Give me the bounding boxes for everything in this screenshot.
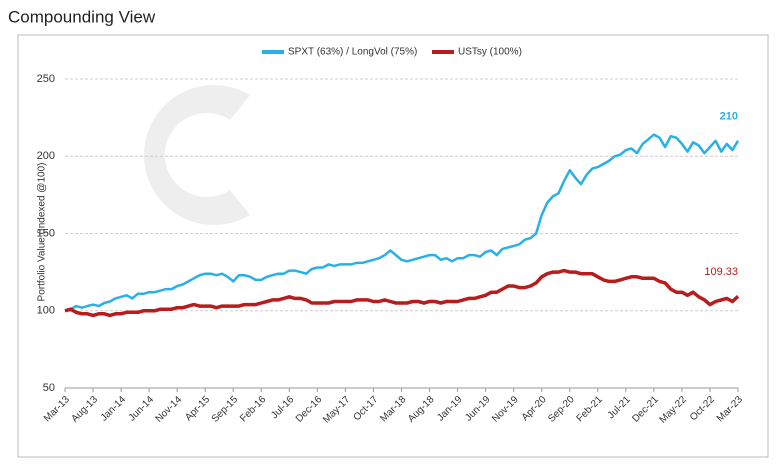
x-tick-label: Aug-13	[69, 394, 100, 425]
x-tick-label: May-17	[321, 394, 353, 426]
x-tick-label: Dec-16	[294, 394, 325, 425]
x-tick-label: Mar-13	[42, 394, 72, 424]
x-tick-label: Feb-21	[575, 394, 605, 424]
x-tick-label: Aug-18	[406, 394, 437, 425]
x-tick-label: Nov-19	[490, 394, 521, 425]
x-tick-label: Jun-19	[463, 394, 493, 424]
x-tick-label: Dec-21	[630, 394, 661, 425]
x-tick-label: Jan-14	[99, 394, 129, 424]
x-tick-label: Nov-14	[154, 394, 185, 425]
series-line	[64, 133, 740, 313]
x-tick-label: Jan-19	[435, 394, 465, 424]
y-axis-label: Portfolio Value (Indexed @100)	[37, 163, 48, 302]
x-tick-label: Jun-14	[127, 394, 157, 424]
x-tick-label: Jul-21	[606, 394, 633, 421]
end-label: 109.33	[704, 266, 738, 278]
x-tick-label: Sep-20	[546, 394, 577, 425]
legend-label: USTsy (100%)	[458, 47, 522, 58]
legend-label: SPXT (63%) / LongVol (75%)	[288, 47, 417, 58]
x-tick-label: Mar-18	[378, 394, 408, 424]
y-tick-label: 150	[37, 227, 55, 239]
watermark	[143, 85, 250, 225]
x-tick-label: Apr-15	[183, 394, 212, 423]
chart-frame	[17, 34, 769, 458]
x-tick-label: Apr-20	[520, 394, 549, 423]
y-tick-label: 100	[37, 305, 55, 317]
y-tick-label: 250	[37, 73, 55, 85]
chart-title: Compounding View	[8, 7, 156, 26]
x-tick-label: Sep-15	[210, 394, 241, 425]
x-tick-label: Mar-23	[715, 394, 745, 424]
x-tick-label: May-22	[658, 394, 690, 426]
x-tick-label: Oct-17	[351, 394, 380, 423]
y-tick-label: 200	[37, 150, 55, 162]
series-line	[64, 268, 740, 318]
x-tick-label: Feb-16	[238, 394, 268, 424]
end-label: 210	[720, 111, 738, 123]
x-tick-label: Jul-16	[269, 394, 296, 421]
x-tick-label: Oct-22	[688, 394, 717, 423]
y-tick-label: 50	[43, 382, 55, 394]
